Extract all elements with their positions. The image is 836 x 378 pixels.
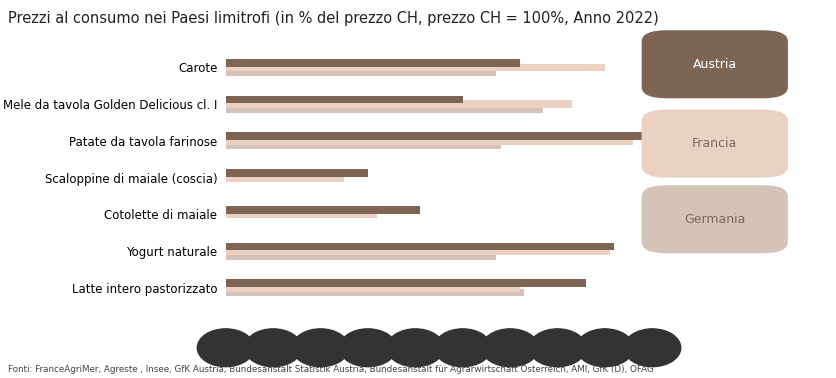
Text: 50%: 50% [451,343,474,353]
Text: 40%: 40% [404,343,427,353]
Bar [226,96,463,104]
Text: Germania: Germania [684,213,746,226]
Bar [226,68,496,76]
Bar [226,59,520,67]
Bar [226,105,543,113]
Text: Austria: Austria [693,58,737,71]
Text: 20%: 20% [308,343,332,353]
Bar [226,142,501,149]
Text: Francia: Francia [692,137,737,150]
Text: 0%: 0% [217,343,234,353]
Bar [226,243,614,250]
Bar [226,279,586,287]
Bar [226,289,524,296]
Bar [226,169,368,177]
Text: 80%: 80% [594,343,617,353]
Text: 70%: 70% [546,343,569,353]
Bar [226,206,420,214]
Text: Prezzi al consumo nei Paesi limitrofi (in % del prezzo CH, prezzo CH = 100%, Ann: Prezzi al consumo nei Paesi limitrofi (i… [8,11,659,26]
Text: 90%: 90% [640,343,664,353]
Bar [226,284,520,292]
Text: Fonti: FranceAgriMer, Agreste , Insee, GfK Austria, Bundesanstalt Statistik Aust: Fonti: FranceAgriMer, Agreste , Insee, G… [8,364,654,374]
Bar [226,211,377,218]
Text: 30%: 30% [356,343,380,353]
Text: 10%: 10% [262,343,285,353]
Bar [226,174,344,181]
Bar [226,64,605,71]
Bar [226,247,609,255]
Text: 60%: 60% [498,343,522,353]
Bar [226,137,634,145]
Bar [226,100,572,108]
Bar [226,132,657,140]
Bar [226,252,496,260]
